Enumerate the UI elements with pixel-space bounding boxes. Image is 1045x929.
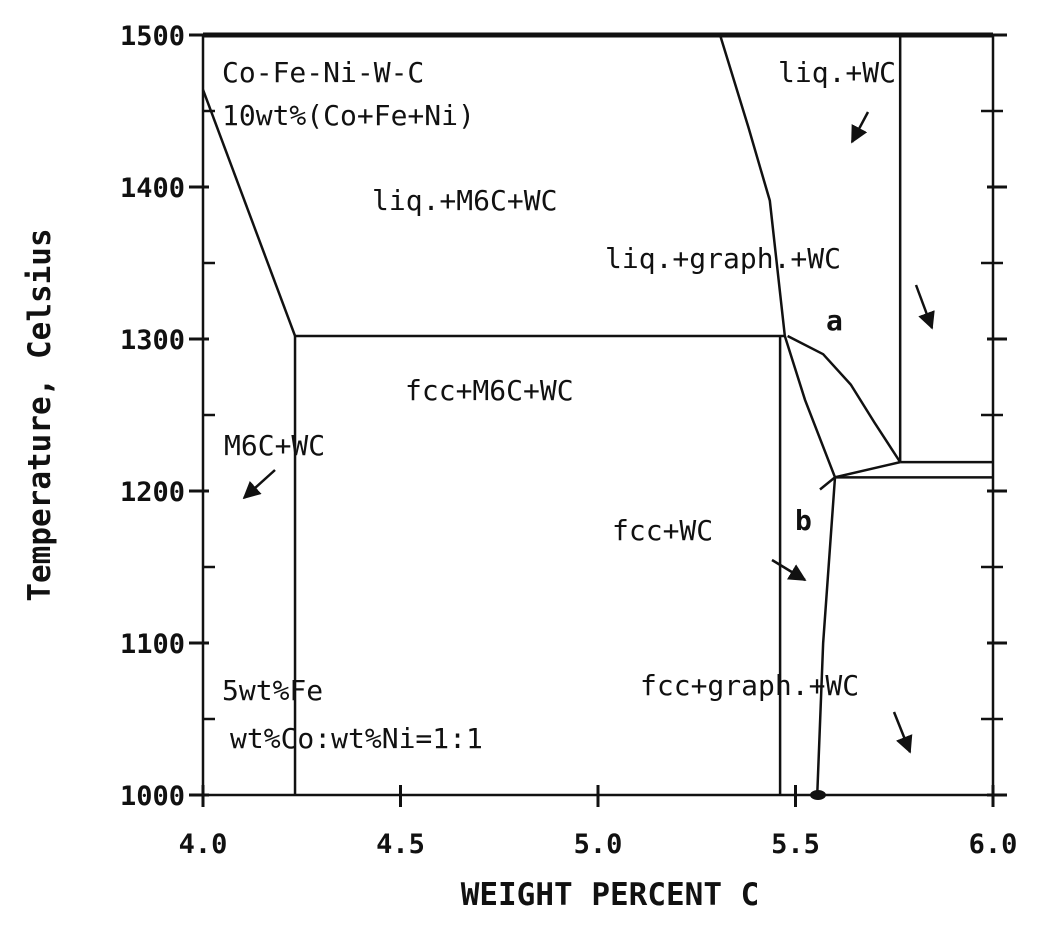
arrow: [892, 711, 913, 754]
x-tick-label: 4.5: [376, 829, 425, 860]
phase-boundary: [718, 34, 787, 337]
annotation: wt%Co:wt%Ni=1:1: [230, 722, 483, 755]
arrow: [850, 111, 870, 144]
phase-boundary: [201, 89, 297, 337]
phase-boundary: [783, 335, 837, 478]
y-tick-label: 1200: [120, 477, 185, 508]
annotation: 10wt%(Co+Fe+Ni): [222, 99, 475, 132]
annotation: fcc+WC: [612, 514, 713, 547]
x-tick-label: 5.0: [574, 829, 623, 860]
arrow: [242, 469, 276, 500]
annotation: liq.+WC: [778, 56, 896, 89]
annotation: 5wt%Fe: [222, 674, 323, 707]
annotation: b: [795, 504, 812, 537]
annotation: M6C+WC: [224, 429, 325, 462]
y-tick-label: 1000: [120, 781, 185, 812]
y-tick-label: 1300: [120, 325, 185, 356]
arrows: [242, 111, 935, 754]
y-tick-label: 1100: [120, 629, 185, 660]
x-axis-label: WEIGHT PERCENT C: [461, 877, 760, 913]
phase-boundary: [815, 477, 837, 796]
annotation: liq.+M6C+WC: [372, 184, 557, 217]
annotation: fcc+M6C+WC: [405, 374, 574, 407]
x-tick-label: 4.0: [179, 829, 228, 860]
y-axis-label: Temperature, Celsius: [22, 228, 58, 601]
arrow: [914, 284, 935, 330]
annotation: liq.+graph.+WC: [605, 242, 841, 275]
x-tick-label: 5.5: [771, 829, 820, 860]
annotation: fcc+graph.+WC: [640, 669, 859, 702]
y-tick-label: 1500: [120, 21, 185, 52]
phase-boundary: [787, 334, 902, 463]
x-tick-label: 6.0: [969, 829, 1018, 860]
arrow: [771, 558, 807, 582]
annotation: Co-Fe-Ni-W-C: [222, 56, 424, 89]
annotation: a: [826, 304, 843, 337]
y-tick-label: 1400: [120, 173, 185, 204]
